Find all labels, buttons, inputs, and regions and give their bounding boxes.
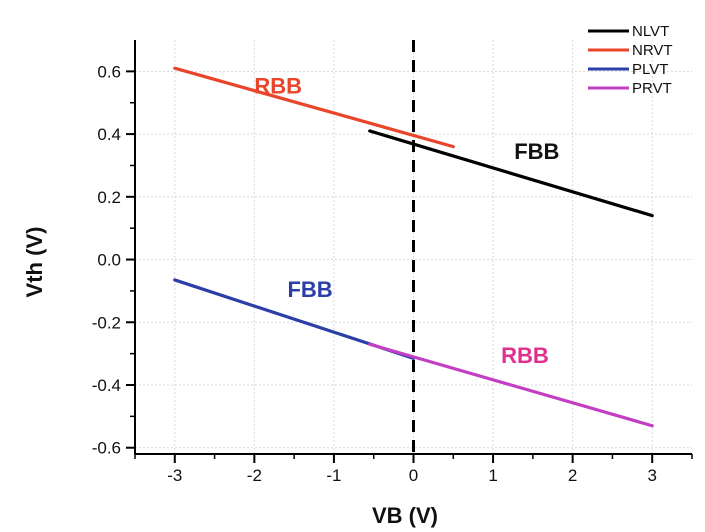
series-line-nrvt [173,66,455,149]
y-tick-label-1: 0.4 [97,125,121,144]
x-tick-label-6: 3 [647,466,656,485]
legend: NLVT NRVT PLVT PRVT [588,23,673,97]
annotation-fbb-2: FBB [287,277,332,302]
y-tick-label-0: 0.6 [97,62,121,81]
legend-label-nrvt: NRVT [632,42,673,59]
y-tick-label-3: 0.0 [97,251,121,270]
legend-label-prvt: PRVT [632,80,672,97]
y-axis-title: Vth (V) [22,227,47,298]
annotation-rbb-3: RBB [501,343,549,368]
ticks: -3 -2 -1 0 1 2 3 0.6 0.4 0.2 0.0 -0.2 -0.4 -0.6 [92,62,693,485]
annotation-fbb-1: FBB [514,139,559,164]
annotation-rbb-0: RBB [254,73,302,98]
series-line-nlvt [368,129,654,218]
legend-label-nlvt: NLVT [632,23,669,40]
x-tick-label-4: 1 [488,466,497,485]
y-tick-label-2: 0.2 [97,188,121,207]
legend-label-plvt: PLVT [632,61,668,78]
x-axis-title: VB (V) [372,503,438,528]
y-tick-label-6: -0.6 [92,439,121,458]
series-line-prvt [368,342,654,428]
y-tick-label-5: -0.4 [92,376,121,395]
annotations: RBB FBB FBB RBB [254,73,559,368]
x-tick-label-5: 2 [568,466,577,485]
x-tick-label-2: -1 [326,466,341,485]
y-tick-label-4: -0.2 [92,313,121,332]
x-tick-label-1: -2 [247,466,262,485]
series-group [173,66,654,428]
x-tick-label-3: 0 [409,466,418,485]
x-tick-label-0: -3 [167,466,182,485]
